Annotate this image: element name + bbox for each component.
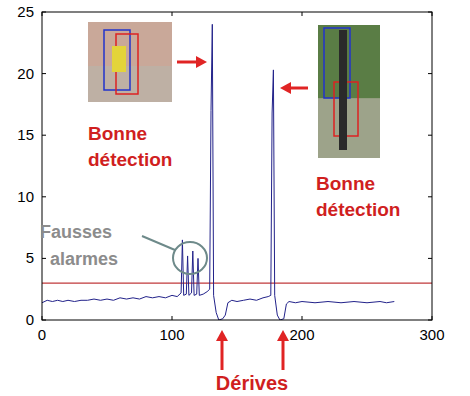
y-tick-label: 5 bbox=[26, 249, 34, 266]
photo-bg bbox=[318, 25, 380, 158]
photo-figure bbox=[112, 46, 126, 72]
arrow bbox=[280, 82, 308, 94]
arrow-shaft bbox=[177, 61, 196, 64]
y-tick bbox=[428, 258, 432, 259]
y-tick bbox=[42, 73, 46, 74]
plot-frame bbox=[42, 12, 432, 320]
annotation: Fausses alarmes bbox=[40, 222, 118, 269]
arrow bbox=[177, 56, 207, 68]
y-tick bbox=[428, 135, 432, 136]
annotation-line: alarmes bbox=[50, 249, 118, 269]
y-tick bbox=[42, 258, 46, 259]
y-tick-label: 25 bbox=[17, 3, 34, 20]
photo-bg bbox=[88, 22, 172, 102]
highlight-circle bbox=[173, 242, 207, 274]
y-tick bbox=[428, 196, 432, 197]
y-tick bbox=[42, 135, 46, 136]
annotation-line: Bonne bbox=[88, 123, 147, 144]
x-tick bbox=[172, 12, 173, 16]
y-tick bbox=[42, 196, 46, 197]
y-tick-label: 0 bbox=[26, 311, 34, 328]
chart: 0 100 200 300 0 5 10 15 20 25 Bonne détection Bonne d… bbox=[0, 0, 470, 396]
photo bbox=[318, 25, 380, 158]
arrow bbox=[216, 330, 228, 370]
annotation-line: Fausses bbox=[40, 222, 112, 242]
threshold-line bbox=[42, 282, 432, 283]
arrow-shaft bbox=[291, 87, 308, 90]
y-tick bbox=[428, 73, 432, 74]
arrow-head bbox=[277, 330, 289, 341]
x-tick bbox=[302, 316, 303, 320]
x-tick bbox=[302, 12, 303, 16]
y-tick-label: 20 bbox=[17, 65, 34, 82]
x-tick-label: 200 bbox=[289, 326, 314, 343]
annotation-line: détection bbox=[88, 149, 172, 170]
arrow-shaft bbox=[282, 341, 285, 370]
y-tick-label: 10 bbox=[17, 188, 34, 205]
annotation-line: Bonne bbox=[316, 173, 375, 194]
arrow-head bbox=[216, 330, 228, 341]
y-tick-label: 15 bbox=[17, 126, 34, 143]
x-tick-label: 0 bbox=[38, 326, 46, 343]
arrow-head bbox=[280, 82, 291, 94]
photo bbox=[88, 22, 172, 102]
connector bbox=[142, 236, 175, 250]
x-tick bbox=[172, 316, 173, 320]
x-tick-label: 300 bbox=[419, 326, 444, 343]
annotation: Dérives bbox=[216, 372, 288, 394]
photo-pole bbox=[339, 30, 347, 150]
line-series bbox=[42, 24, 394, 320]
arrow-shaft bbox=[221, 341, 224, 370]
arrow bbox=[277, 330, 289, 370]
photo-ground bbox=[318, 98, 380, 158]
annotation: Bonne détection bbox=[316, 173, 400, 220]
photo-box bbox=[104, 30, 130, 90]
annotation-line: détection bbox=[316, 199, 400, 220]
x-tick-label: 100 bbox=[159, 326, 184, 343]
arrow-head bbox=[196, 56, 207, 68]
annotation: Bonne détection bbox=[88, 123, 172, 170]
plot-area bbox=[42, 24, 432, 320]
